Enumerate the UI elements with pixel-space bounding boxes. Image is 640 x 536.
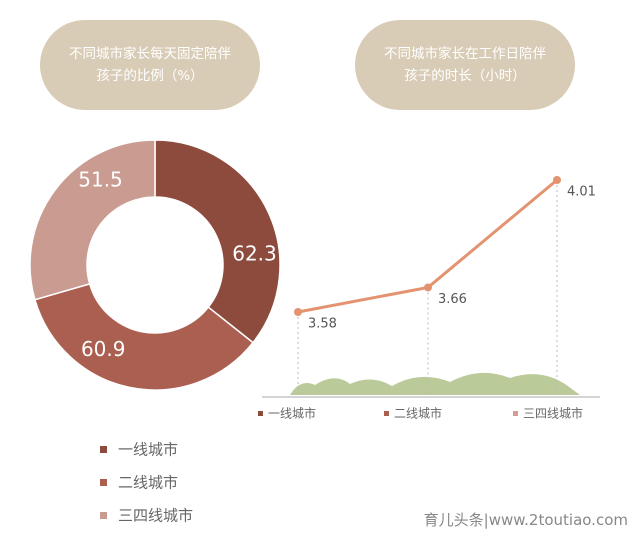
legend-label: 三四线城市	[118, 507, 193, 525]
legend-label: 一线城市	[118, 441, 178, 459]
legend-marker	[100, 446, 107, 453]
data-label: 51.5	[78, 168, 123, 192]
chart-title: 不同城市家长每天固定陪伴孩子的比例（%）	[69, 46, 231, 84]
legend-marker	[100, 479, 107, 486]
data-label: 62.3	[232, 241, 277, 265]
ground	[290, 372, 580, 395]
point	[294, 308, 302, 316]
donut-segment	[33, 282, 255, 391]
legend-marker	[384, 411, 389, 416]
data-label: 4.01	[567, 185, 596, 200]
chart-title: 不同城市家长在工作日陪伴孩子的时长（小时）	[384, 46, 546, 84]
data-label: 3.58	[308, 317, 337, 332]
legend-label: 二线城市	[118, 474, 178, 492]
legend-marker	[100, 512, 107, 519]
legend-label: 一线城市	[268, 406, 316, 421]
legend-label: 二线城市	[394, 406, 442, 421]
data-label: 60.9	[81, 337, 126, 361]
legend-marker	[258, 411, 263, 416]
data-label: 3.66	[438, 292, 467, 307]
title-bubble: 不同城市家长在工作日陪伴孩子的时长（小时）	[355, 20, 575, 110]
legend-label: 三四线城市	[523, 406, 583, 421]
title-bubble: 不同城市家长每天固定陪伴孩子的比例（%）	[40, 20, 260, 110]
donut-segment	[29, 139, 156, 301]
donut-segment	[154, 139, 281, 344]
line	[297, 178, 558, 314]
legend-marker	[513, 411, 518, 416]
watermark: 育儿头条|www.2toutiao.com	[423, 511, 628, 529]
point	[424, 283, 432, 292]
point	[553, 176, 561, 184]
